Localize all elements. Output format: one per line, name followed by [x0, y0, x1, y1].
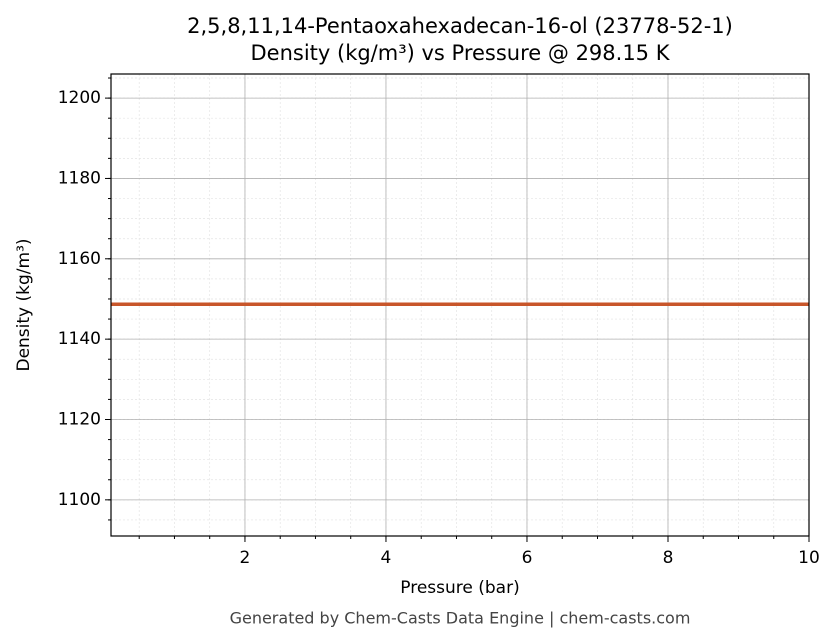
- x-tick-label: 8: [663, 548, 674, 568]
- plot-frame: [110, 73, 810, 537]
- chart-subtitle: Density (kg/m³) vs Pressure @ 298.15 K: [250, 41, 670, 65]
- x-tick-label: 10: [798, 548, 820, 568]
- y-tick-label: 1140: [58, 329, 101, 349]
- x-axis-label: Pressure (bar): [400, 578, 519, 598]
- footer: Generated by Chem-Casts Data Engine | ch…: [230, 609, 691, 628]
- y-tick-label: 1100: [58, 490, 101, 510]
- y-axis-label: Density (kg/m³): [14, 238, 34, 371]
- y-tick-label: 1160: [58, 249, 101, 269]
- y-tick-label: 1200: [58, 88, 101, 108]
- x-tick-label: 6: [522, 548, 533, 568]
- y-tick-label: 1180: [58, 168, 101, 188]
- x-tick-label: 2: [240, 548, 251, 568]
- x-tick-label: 4: [381, 548, 392, 568]
- y-tick-label: 1120: [58, 409, 101, 429]
- chart-title: 2,5,8,11,14-Pentaoxahexadecan-16-ol (237…: [187, 14, 733, 38]
